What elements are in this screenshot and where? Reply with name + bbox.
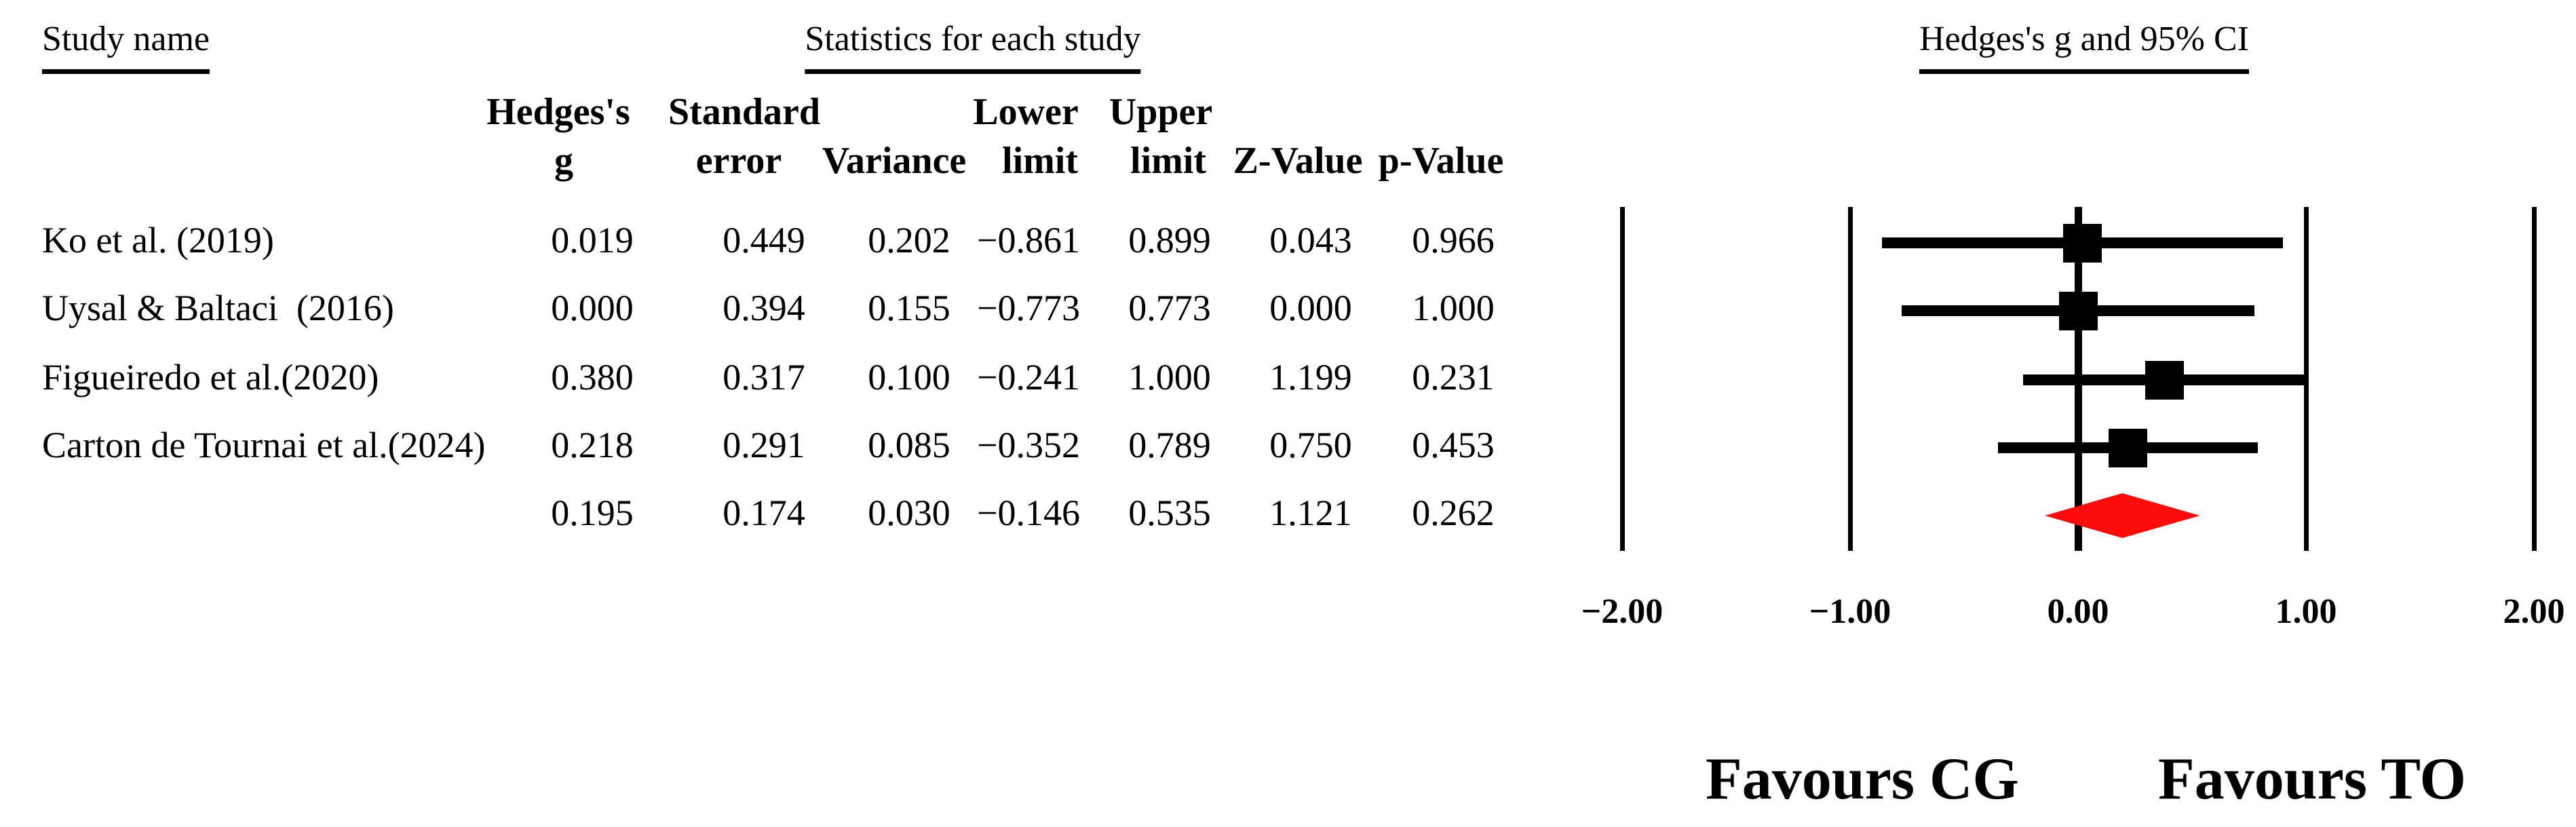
- stat-value: 0.085: [868, 425, 950, 465]
- stat-value: 1.121: [1269, 493, 1352, 533]
- column-header: limit: [1130, 140, 1206, 182]
- stat-value: 0.535: [1128, 493, 1211, 533]
- column-header: error: [695, 140, 782, 182]
- effect-size-marker: [2108, 428, 2147, 467]
- effect-size-marker: [2058, 291, 2098, 330]
- stat-value: −0.773: [977, 288, 1080, 328]
- column-header: g: [554, 140, 573, 182]
- stat-value: −0.241: [977, 357, 1080, 398]
- stat-value: 0.174: [723, 493, 805, 533]
- stat-value: 0.043: [1269, 220, 1352, 261]
- stat-value: 0.449: [723, 220, 805, 261]
- study-name: Uysal & Baltaci (2016): [42, 288, 394, 328]
- stat-value: 1.000: [1128, 357, 1211, 398]
- stat-value: 0.155: [868, 288, 950, 328]
- stat-value: 0.100: [868, 357, 950, 398]
- study-name: Ko et al. (2019): [42, 220, 274, 261]
- axis-tick-label: 2.00: [2503, 592, 2565, 631]
- axis-gridline: [1847, 207, 1853, 551]
- effect-size-marker: [2062, 223, 2102, 263]
- effect-size-marker: [2145, 360, 2185, 400]
- column-header: Lower: [973, 91, 1079, 133]
- study-name: Carton de Tournai et al.(2024): [42, 425, 486, 465]
- stat-value: 0.202: [868, 220, 950, 261]
- stat-value: 0.394: [723, 288, 805, 328]
- stat-value: 0.789: [1128, 425, 1211, 465]
- axis-tick-label: −2.00: [1581, 592, 1664, 631]
- stat-value: 0.750: [1269, 425, 1352, 465]
- column-header: Hedges's: [486, 91, 630, 133]
- statistics-section-title: Statistics for each study: [805, 19, 1141, 74]
- axis-tick-label: 1.00: [2275, 592, 2337, 631]
- axis-tick-label: −1.00: [1809, 592, 1891, 631]
- axis-tick-label: 0.00: [2047, 592, 2109, 631]
- study-name: Figueiredo et al.(2020): [42, 357, 379, 398]
- stat-value: 0.231: [1412, 357, 1495, 398]
- stat-value: 0.262: [1412, 493, 1495, 533]
- stat-value: 0.773: [1128, 288, 1211, 328]
- stat-value: 0.291: [723, 425, 805, 465]
- stat-value: 1.000: [1412, 288, 1495, 328]
- stat-value: −0.146: [977, 493, 1080, 533]
- column-header: Variance: [822, 140, 967, 182]
- stat-value: 0.317: [723, 357, 805, 398]
- stat-value: 0.000: [1269, 288, 1352, 328]
- stat-value: 0.966: [1412, 220, 1495, 261]
- ci-section-title: Hedges's g and 95% CI: [1919, 19, 2249, 74]
- stat-value: 0.000: [551, 288, 634, 328]
- stat-value: 0.899: [1128, 220, 1211, 261]
- axis-gridline: [1619, 207, 1625, 551]
- stat-value: 1.199: [1269, 357, 1352, 398]
- favours-left-label: Favours CG: [1706, 746, 2019, 812]
- stat-value: 0.218: [551, 425, 634, 465]
- stat-value: 0.195: [551, 493, 634, 533]
- column-header: Standard: [668, 91, 821, 133]
- axis-gridline: [2531, 207, 2537, 551]
- stat-value: 0.380: [551, 357, 634, 398]
- stat-value: 0.019: [551, 220, 634, 261]
- axis-gridline: [2303, 207, 2309, 551]
- column-header: Upper: [1109, 91, 1213, 133]
- stat-value: 0.030: [868, 493, 950, 533]
- summary-diamond: [2044, 493, 2200, 538]
- favours-right-label: Favours TO: [2158, 746, 2466, 812]
- stat-value: 0.453: [1412, 425, 1495, 465]
- column-header: p-Value: [1378, 140, 1504, 182]
- stat-value: −0.352: [977, 425, 1080, 465]
- stat-value: −0.861: [977, 220, 1080, 261]
- column-header: Z-Value: [1233, 140, 1363, 182]
- column-header: limit: [1002, 140, 1078, 182]
- study-name-column-title: Study name: [42, 19, 210, 74]
